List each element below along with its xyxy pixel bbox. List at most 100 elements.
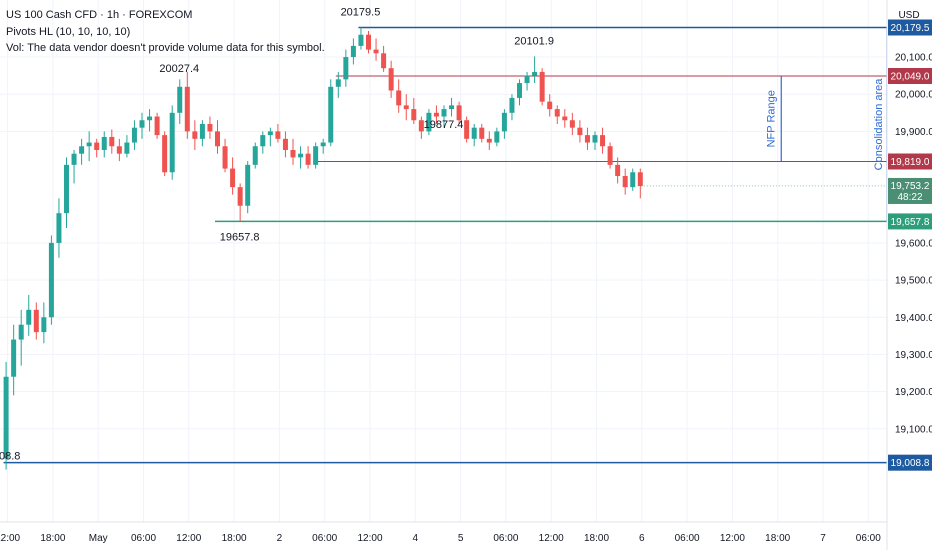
time-tick-label: 06:00 (131, 533, 156, 544)
candle-body (282, 138, 288, 150)
candle-body (86, 142, 92, 147)
candle-body (64, 164, 69, 214)
candle-body (411, 109, 417, 121)
currency-label: USD (898, 10, 919, 21)
candle-body (222, 146, 228, 169)
candle-body (305, 153, 311, 165)
candle-body (426, 112, 432, 132)
candle-body (147, 116, 153, 121)
price-tick-label: 20,000.0 (895, 90, 932, 101)
time-tick-label: 12:00 (720, 533, 745, 544)
candle-body (245, 164, 251, 206)
candle-body (131, 127, 137, 143)
candle-body (169, 112, 175, 173)
price-tick-label: 19,900.0 (895, 127, 932, 138)
candle-body (139, 120, 145, 128)
pivot-labels: 08.8 20027.4 20179.5 20101.9 19657.8 19877.4 (0, 6, 554, 462)
candle-body (320, 142, 326, 147)
candle-body (388, 68, 394, 91)
candle-body (358, 34, 364, 46)
candle-body (441, 109, 447, 117)
candle-body (116, 146, 122, 154)
candle-body (547, 101, 553, 110)
candle-body (532, 71, 538, 76)
candle-body (162, 135, 168, 173)
candle-body (343, 57, 349, 80)
candle-body (381, 53, 387, 69)
candle-body (592, 135, 598, 143)
candle-body (418, 120, 424, 132)
candle-body (71, 153, 77, 165)
candle-body (517, 83, 522, 98)
time-tick-label: 4 (413, 533, 419, 544)
candle-body (26, 309, 32, 325)
level-price-tag (888, 153, 932, 170)
pivot-label: 20027.4 (159, 63, 199, 75)
candle-body (562, 116, 568, 121)
time-tick-label: May (89, 533, 108, 544)
left-level-label: 08.8 (0, 451, 20, 463)
time-tick-label: 12:00 (539, 533, 564, 544)
candle-body (486, 138, 492, 143)
price-axis[interactable]: USD 20,100.0 20,000.0 19,900.0 19,600.0 19,50… (886, 0, 932, 550)
candle-body (275, 131, 281, 139)
price-tick-label: 19,100.0 (895, 424, 932, 435)
bar-countdown-label: 48:22 (897, 192, 922, 203)
nfp-range-label: NFP Range (765, 90, 777, 147)
candle-body (207, 123, 213, 132)
pivot-label: 19877.4 (424, 119, 464, 131)
time-axis[interactable]: 12:00 18:00 May 06:00 12:00 18:00 2 06:00 12:00 4… (0, 521, 887, 544)
candle-body (577, 127, 583, 136)
candle-body (41, 317, 47, 333)
candle-body (252, 146, 258, 165)
candle-body (215, 131, 220, 147)
level-price-label: 19,008.8 (891, 458, 930, 469)
candle-body (403, 105, 409, 110)
indicator-legend[interactable]: Pivots HL (10, 10, 10, 10) (6, 26, 131, 38)
candle-body (569, 120, 575, 128)
level-price-label: 20,179.5 (891, 23, 930, 34)
candle-body (630, 172, 636, 188)
candle-body (313, 146, 319, 165)
time-tick-label: 06:00 (856, 533, 881, 544)
time-tick-label: 06:00 (493, 533, 518, 544)
candle-body (464, 120, 470, 139)
candle-body (199, 123, 205, 139)
candle-body (471, 127, 477, 139)
level-price-tag (888, 454, 932, 471)
time-tick-label: 12:00 (176, 533, 201, 544)
level-price-tag (888, 19, 932, 36)
candle-body (328, 86, 334, 143)
time-tick-label: 18:00 (584, 533, 609, 544)
candle-body (607, 146, 613, 165)
chart-grid (0, 0, 887, 522)
candle-body (33, 309, 39, 333)
symbol-title[interactable]: US 100 Cash CFD · 1h · FOREXCOM (6, 9, 193, 21)
volume-note: Vol: The data vendor doesn't provide vol… (6, 42, 325, 54)
candle-body (335, 79, 341, 87)
candle-body (637, 172, 643, 186)
candle-body (192, 131, 198, 139)
candle-body (109, 136, 115, 147)
candle-body (237, 187, 243, 206)
candle-body (124, 142, 130, 154)
candle-body (396, 90, 402, 106)
time-tick-label: 06:00 (312, 533, 337, 544)
candle-body (184, 86, 190, 132)
candle-body (56, 213, 62, 243)
price-tick-label: 19,600.0 (895, 238, 932, 249)
candle-body (11, 339, 17, 377)
candle-body (366, 34, 371, 50)
candle-body (456, 105, 462, 121)
candle-body (584, 135, 590, 143)
candle-body (18, 324, 24, 340)
candle-body (539, 71, 545, 102)
candle-body (48, 242, 54, 318)
candle-body (509, 97, 515, 113)
price-tick-label: 19,400.0 (895, 313, 932, 324)
price-tick-label: 19,200.0 (895, 387, 932, 398)
horizontal-levels (3, 26, 887, 464)
candle-body (524, 75, 530, 84)
candle-body (94, 142, 100, 150)
